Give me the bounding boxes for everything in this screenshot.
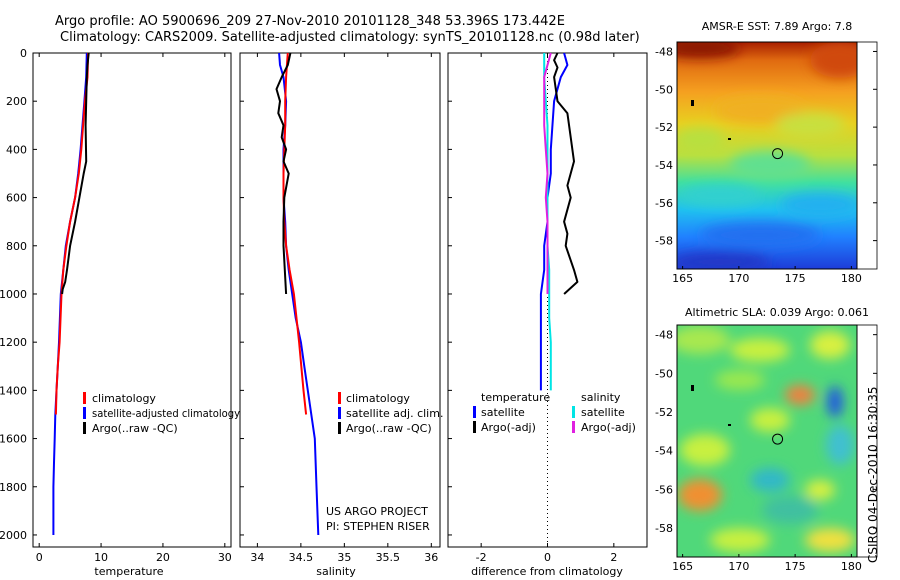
legend-swatch-argo bbox=[83, 422, 86, 434]
sst-argo-position-marker bbox=[772, 148, 784, 160]
x-tick-label: 36 bbox=[424, 551, 438, 564]
map-y-tick-label: -56 bbox=[655, 483, 673, 496]
legend-swatch-climatology bbox=[83, 392, 86, 404]
map-x-tick-label: 175 bbox=[785, 272, 806, 285]
y-tick-label: 1000 bbox=[0, 288, 27, 301]
legend-title-temperature: temperature bbox=[481, 391, 550, 404]
map-y-tick-label: -58 bbox=[655, 522, 673, 535]
legend-swatch-satellite bbox=[338, 407, 341, 419]
temperature-plot-frame bbox=[32, 52, 232, 548]
legend-title-salinity: salinity bbox=[581, 391, 621, 404]
legend-swatch-climatology bbox=[338, 392, 341, 404]
sla-map bbox=[677, 325, 857, 557]
map-x-tick-label: 165 bbox=[672, 560, 693, 573]
series-line-temperature-argo-adj- bbox=[553, 52, 579, 295]
sla-map-texture bbox=[677, 326, 855, 552]
legend-label-argo: Argo(..raw -QC) bbox=[346, 422, 432, 435]
map-y-tick-label: -48 bbox=[655, 329, 673, 342]
map-y-tick-label: -54 bbox=[655, 159, 673, 172]
legend-label-climatology: climatology bbox=[92, 392, 156, 405]
x-tick-label: -2 bbox=[476, 551, 487, 564]
temperature-xlabel: temperature bbox=[94, 565, 163, 578]
y-tick-label: 400 bbox=[6, 143, 27, 156]
temperature-legend: climatology satellite-adjusted climatolo… bbox=[83, 392, 240, 435]
y-tick-label: 1200 bbox=[0, 336, 27, 349]
series-line-climatology bbox=[54, 52, 90, 415]
map-y-tick-label: -50 bbox=[655, 367, 673, 380]
sst-map-title: AMSR-E SST: 7.89 Argo: 7.8 bbox=[702, 20, 853, 33]
salinity-plot-frame bbox=[239, 52, 441, 548]
legend-label-sal-satellite: satellite bbox=[581, 406, 625, 419]
map-y-tick-label: -52 bbox=[655, 406, 673, 419]
x-tick-label: 35.5 bbox=[376, 551, 401, 564]
map-x-tick-label: 170 bbox=[728, 560, 749, 573]
legend-label-temp-satellite: satellite bbox=[481, 406, 525, 419]
map-y-tick-label: -52 bbox=[655, 121, 673, 134]
legend-label-sal-argo: Argo(-adj) bbox=[581, 421, 636, 434]
sla-map-axes-box bbox=[676, 324, 878, 558]
x-tick-label: 35 bbox=[337, 551, 351, 564]
sst-map-texture bbox=[677, 42, 857, 269]
legend-label-temp-argo: Argo(-adj) bbox=[481, 421, 536, 434]
series-line-salinity-argo-adj- bbox=[543, 52, 552, 294]
map-x-tick-label: 180 bbox=[841, 272, 862, 285]
y-tick-label: 1600 bbox=[0, 433, 27, 446]
y-tick-label: 0 bbox=[20, 47, 27, 60]
map-x-tick-label: 175 bbox=[785, 560, 806, 573]
x-tick-label: 30 bbox=[218, 551, 232, 564]
figure-title-line-1: Argo profile: AO 5900696_209 27-Nov-2010… bbox=[55, 14, 565, 29]
series-line-argo-raw-qc- bbox=[61, 52, 90, 295]
x-tick-label: 0 bbox=[544, 551, 551, 564]
y-tick-label: 2000 bbox=[0, 529, 27, 542]
map-y-tick-label: -56 bbox=[655, 197, 673, 210]
pi-annotation: PI: STEPHEN RISER bbox=[326, 520, 430, 533]
x-tick-label: 10 bbox=[94, 551, 108, 564]
legend-swatch-temp-satellite bbox=[473, 406, 476, 418]
map-y-tick-label: -54 bbox=[655, 445, 673, 458]
legend-label-climatology: climatology bbox=[346, 392, 410, 405]
project-annotation: US ARGO PROJECT bbox=[326, 505, 428, 518]
map-y-tick-label: -48 bbox=[655, 45, 673, 58]
series-line-argo-raw-qc- bbox=[275, 52, 292, 295]
difference-xlabel: difference from climatology bbox=[471, 565, 623, 578]
x-tick-label: 2 bbox=[610, 551, 617, 564]
legend-swatch-satellite-adjusted bbox=[83, 407, 86, 419]
salinity-legend: climatology satellite adj. clim. Argo(..… bbox=[338, 392, 443, 435]
coastline-specks bbox=[691, 100, 731, 426]
salinity-xlabel: salinity bbox=[316, 565, 356, 578]
sst-map bbox=[677, 42, 857, 269]
y-tick-label: 200 bbox=[6, 95, 27, 108]
x-tick-label: 20 bbox=[156, 551, 170, 564]
legend-swatch-sal-satellite bbox=[572, 406, 575, 418]
legend-label-argo: Argo(..raw -QC) bbox=[92, 422, 178, 435]
sst-map-axes-box bbox=[676, 41, 878, 270]
x-tick-label: 34 bbox=[250, 551, 264, 564]
y-tick-label: 1400 bbox=[0, 384, 27, 397]
difference-legend: temperature salinity satellite Argo(-adj… bbox=[473, 391, 636, 434]
map-x-tick-label: 180 bbox=[841, 560, 862, 573]
map-x-tick-label: 165 bbox=[672, 272, 693, 285]
figure-title-line-2: Climatology: CARS2009. Satellite-adjuste… bbox=[60, 30, 640, 45]
x-tick-label: 34.5 bbox=[289, 551, 314, 564]
legend-swatch-sal-argo bbox=[572, 421, 575, 433]
map-y-tick-label: -58 bbox=[655, 235, 673, 248]
sla-map-title: Altimetric SLA: 0.039 Argo: 0.061 bbox=[685, 306, 869, 319]
y-tick-label: 600 bbox=[6, 192, 27, 205]
sla-argo-position-marker bbox=[772, 433, 784, 445]
y-tick-label: 1800 bbox=[0, 481, 27, 494]
legend-label-satellite-adjusted: satellite-adjusted climatology bbox=[92, 407, 240, 420]
map-x-tick-label: 170 bbox=[728, 272, 749, 285]
x-tick-label: 0 bbox=[36, 551, 43, 564]
y-tick-label: 800 bbox=[6, 240, 27, 253]
map-y-tick-label: -50 bbox=[655, 83, 673, 96]
legend-swatch-argo bbox=[338, 422, 341, 434]
legend-swatch-temp-argo bbox=[473, 421, 476, 433]
legend-label-satellite: satellite adj. clim. bbox=[346, 407, 443, 420]
